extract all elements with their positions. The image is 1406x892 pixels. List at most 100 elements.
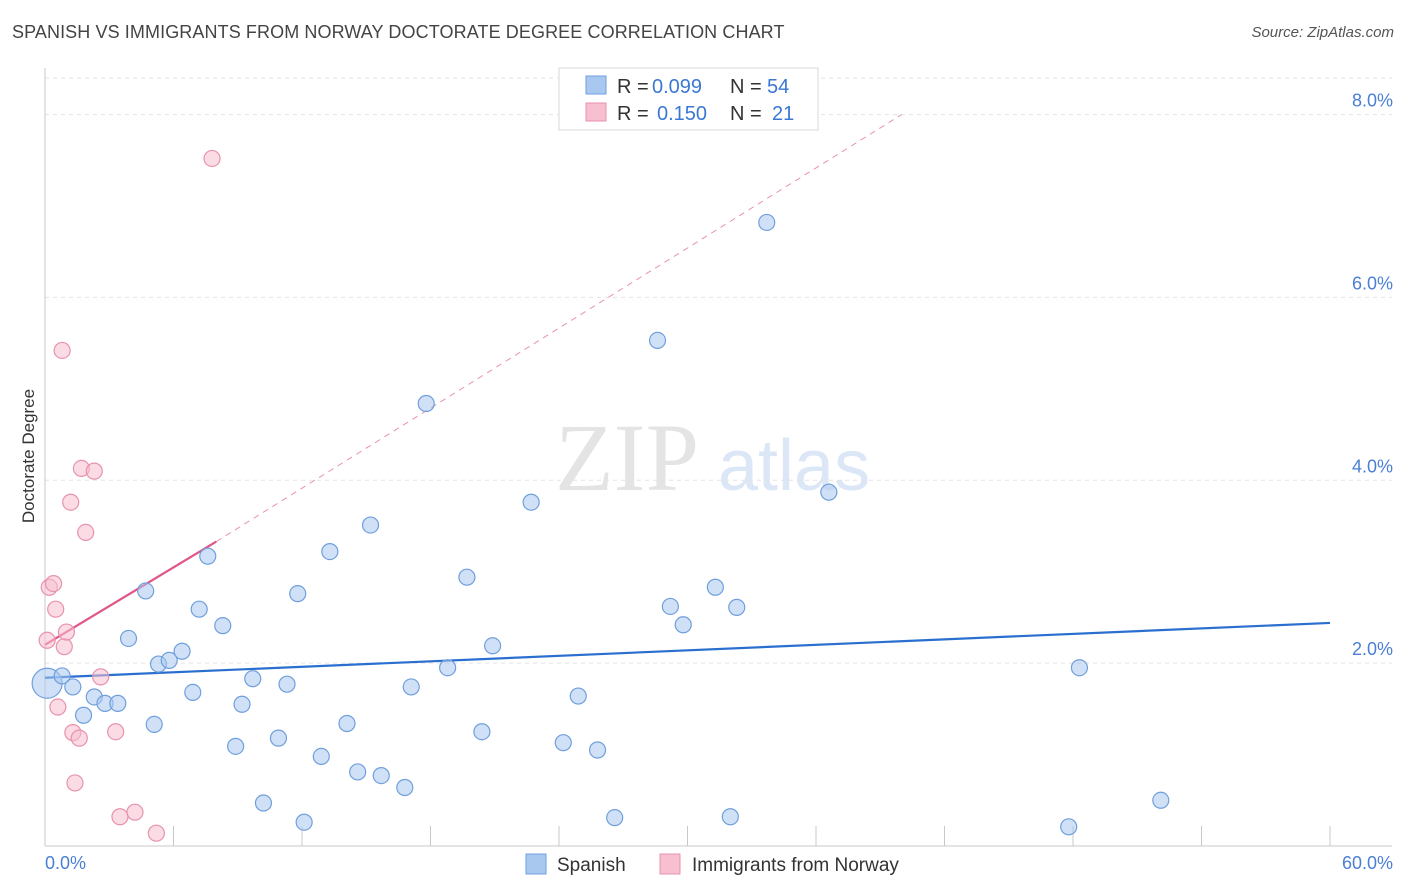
point-norway [57,623,76,641]
point-norway [70,729,88,747]
point-norway [66,774,84,792]
point-spanish [1060,818,1078,836]
x-tick-label-min: 0.0% [45,853,86,873]
point-spanish [109,694,127,712]
legend-n-label-spanish: N = [730,76,762,98]
source-attribution: Source: ZipAtlas.com [1251,24,1394,41]
point-spanish [417,394,435,413]
y-tick-label-4: 4.0% [1352,456,1393,476]
point-norway [77,523,95,542]
point-spanish [554,734,572,752]
legend-bottom-label-spanish: Spanish [557,855,626,876]
point-spanish [588,741,607,759]
point-norway [203,149,221,168]
point-norway [111,808,129,826]
point-spanish [674,616,692,634]
point-spanish [473,723,491,741]
point-spanish [74,706,93,724]
point-spanish [569,687,587,705]
point-spanish [233,695,251,713]
point-norway [47,600,65,618]
point-spanish [289,585,307,603]
point-spanish [199,547,217,565]
point-spanish [402,678,420,696]
y-tick-label-2: 2.0% [1352,639,1393,659]
point-norway [107,723,125,741]
point-spanish [190,600,208,618]
x-tick-label-max: 60.0% [1342,853,1393,873]
y-axis-label: Doctorate Degree [19,389,38,523]
point-norway [53,341,71,360]
axes [44,68,1392,847]
point-spanish [184,683,202,702]
point-spanish [53,667,71,685]
point-norway [44,574,63,593]
y-tick-label-6: 6.0% [1352,273,1393,293]
series-norway-points [38,149,221,842]
point-spanish [214,617,232,635]
point-spanish [119,629,138,648]
legend-swatch-spanish [585,75,607,95]
legend-stats: R = 0.099 N = 54 R = 0.150 N = 21 [558,67,819,131]
point-spanish [372,766,390,785]
y-tick-label-8: 8.0% [1352,91,1393,111]
point-spanish [758,213,776,232]
gridlines [45,77,1392,664]
point-spanish [661,597,679,616]
point-spanish [295,813,313,831]
point-spanish [145,715,163,734]
point-spanish [396,778,414,797]
series-spanish-points [31,213,1170,836]
point-norway [92,668,110,686]
point-spanish [312,747,330,766]
point-spanish [254,794,273,812]
chart-title: SPANISH VS IMMIGRANTS FROM NORWAY DOCTOR… [12,22,785,42]
point-norway [55,638,73,656]
point-spanish [728,598,746,616]
point-spanish [160,651,178,670]
point-spanish [244,670,262,688]
point-spanish [820,483,838,501]
point-spanish [721,808,739,826]
point-norway [126,803,144,821]
point-spanish [706,578,724,596]
legend-swatch-norway [585,102,607,122]
legend-n-label-norway: N = [730,103,762,125]
point-spanish [1152,791,1170,809]
point-norway [85,462,103,480]
legend-bottom-swatch-norway [659,853,681,875]
legend-r-label-spanish: R = [617,76,649,98]
point-norway [62,493,80,511]
trend-line-norway-extended [216,114,902,542]
legend-n-value-spanish: 54 [767,76,789,98]
legend-series: Spanish Immigrants from Norway [525,853,899,876]
watermark-atlas: atlas [718,426,870,506]
point-spanish [338,714,356,733]
legend-bottom-swatch-spanish [525,853,547,875]
point-spanish [458,568,476,586]
legend-r-value-spanish: 0.099 [652,76,702,98]
y-tick-labels: 2.0% 4.0% 6.0% 8.0% [1352,91,1393,660]
point-spanish [64,678,82,696]
point-spanish [522,493,540,511]
point-spanish [648,331,667,349]
x-ticks [44,826,1331,846]
trend-line-spanish [44,621,1331,679]
legend-bottom-label-norway: Immigrants from Norway [692,855,899,876]
point-spanish [173,642,191,660]
legend-r-label-norway: R = [617,103,649,125]
point-spanish [361,516,380,534]
watermark: ZIP atlas [555,404,870,511]
point-norway [147,824,165,842]
point-spanish [278,675,296,693]
watermark-zip: ZIP [555,404,699,511]
point-spanish [349,763,367,781]
point-norway [38,631,56,649]
point-spanish [439,659,457,677]
point-spanish [1070,659,1089,677]
point-spanish [227,737,245,755]
point-norway [49,698,67,716]
point-spanish [269,729,288,747]
legend-r-value-norway: 0.150 [657,103,707,125]
